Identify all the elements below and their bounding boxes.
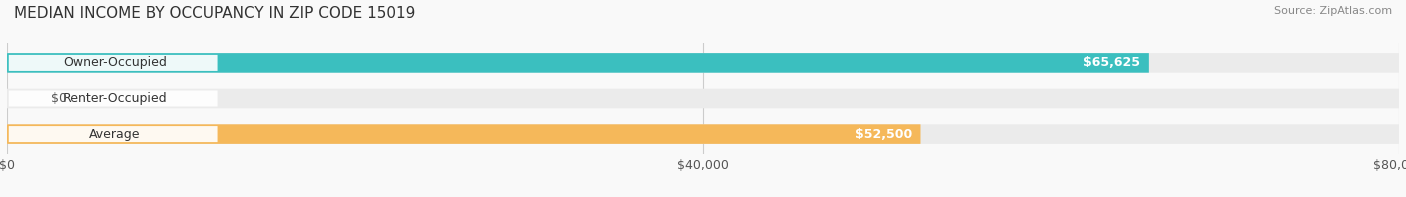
FancyBboxPatch shape — [7, 124, 1399, 144]
FancyBboxPatch shape — [7, 124, 921, 144]
Text: Renter-Occupied: Renter-Occupied — [63, 92, 167, 105]
Text: Average: Average — [89, 128, 141, 141]
FancyBboxPatch shape — [8, 126, 218, 142]
FancyBboxPatch shape — [7, 53, 1149, 73]
FancyBboxPatch shape — [8, 55, 218, 71]
FancyBboxPatch shape — [7, 89, 1399, 108]
FancyBboxPatch shape — [7, 53, 1399, 73]
Text: $52,500: $52,500 — [855, 128, 912, 141]
Text: Source: ZipAtlas.com: Source: ZipAtlas.com — [1274, 6, 1392, 16]
Text: Owner-Occupied: Owner-Occupied — [63, 56, 167, 69]
FancyBboxPatch shape — [8, 90, 218, 107]
Text: $65,625: $65,625 — [1083, 56, 1140, 69]
Text: MEDIAN INCOME BY OCCUPANCY IN ZIP CODE 15019: MEDIAN INCOME BY OCCUPANCY IN ZIP CODE 1… — [14, 6, 415, 21]
Text: $0: $0 — [51, 92, 66, 105]
